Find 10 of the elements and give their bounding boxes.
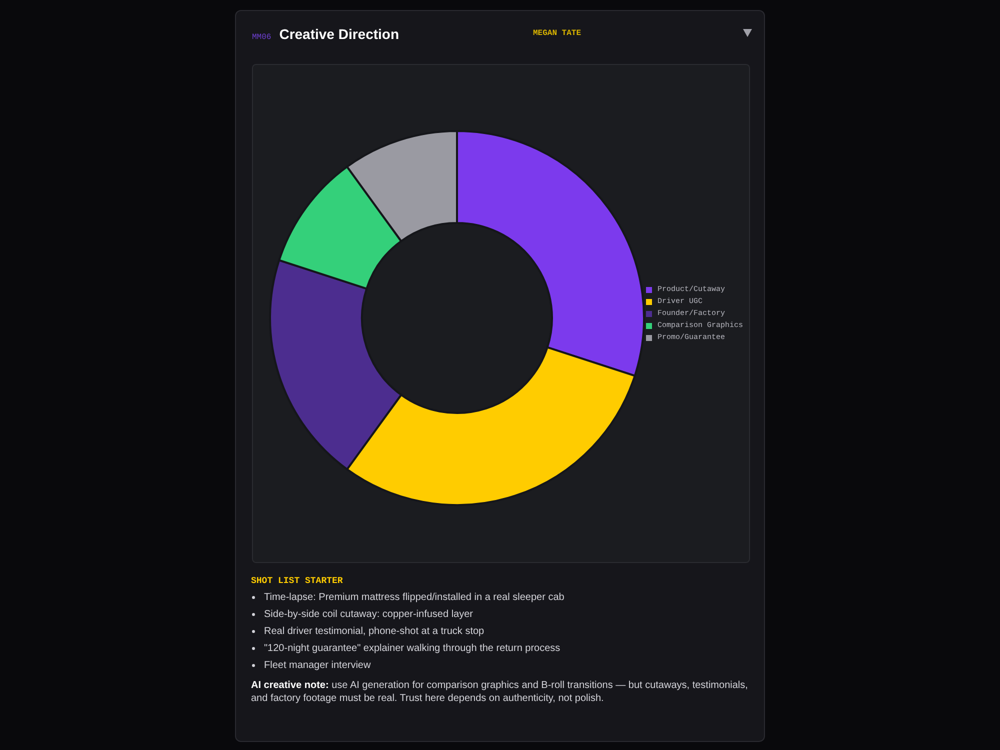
text: SHOT LIST STARTER: [251, 576, 344, 586]
text: MM06: [252, 33, 272, 42]
chart-title: Creative Direction: [279, 26, 400, 42]
chart-subtitle: MEGAN TATE: [533, 29, 582, 38]
text: Side-by-side coil cutaway: copper-infused layer: [264, 609, 473, 620]
text: Time-lapse: Premium mattress flipped/installed in a real sleeper cab: [264, 592, 564, 603]
text: Real driver testimonial, phone-shot at a truck stop: [264, 626, 484, 637]
text: "120-night guarantee" explainer walking through the return process: [264, 643, 560, 654]
text: AI creative note:: [251, 680, 329, 691]
text: Fleet manager interview: [264, 660, 371, 671]
